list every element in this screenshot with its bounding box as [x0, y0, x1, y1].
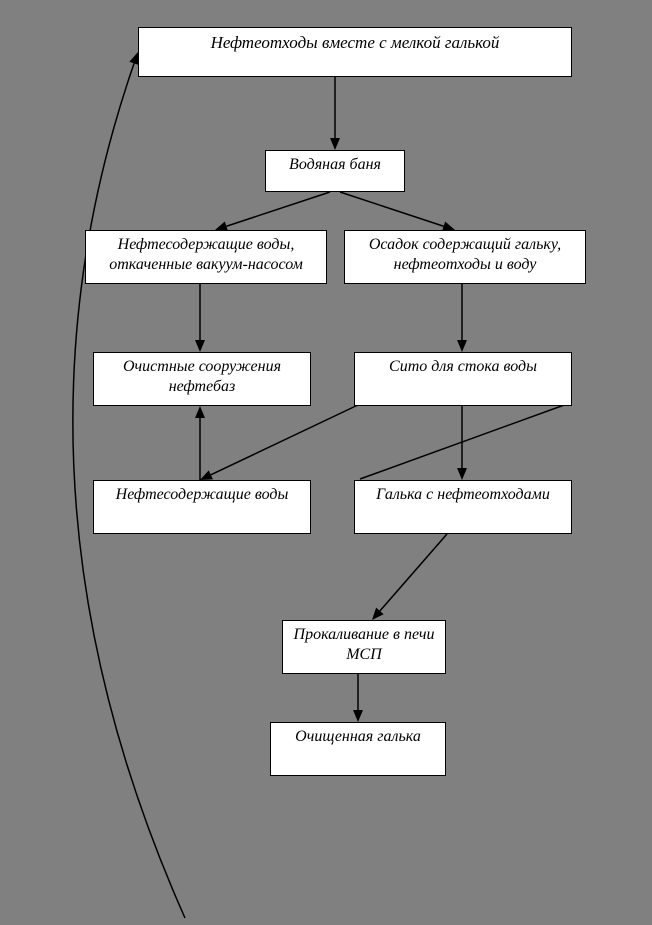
- node-label: Осадок содержащий гальку, нефтеотходы и …: [369, 236, 561, 273]
- node-label: Прокаливание в печи МСП: [294, 626, 435, 663]
- node-n7: Нефтесодержащие воды: [93, 480, 311, 534]
- node-label: Сито для стока воды: [389, 358, 537, 375]
- node-n3: Нефтесодержащие воды, откаченные вакуум-…: [85, 230, 327, 284]
- node-label: Водяная баня: [289, 156, 381, 173]
- node-label: Очистные сооружения нефтебаз: [123, 358, 281, 395]
- diagram-canvas: Нефтеотходы вместе с мелкой галькой Водян…: [0, 0, 652, 925]
- node-n9: Прокаливание в печи МСП: [282, 620, 446, 674]
- node-label: Нефтеотходы вместе с мелкой галькой: [211, 33, 500, 52]
- node-n10: Очищенная галька: [270, 722, 446, 776]
- node-n4: Осадок содержащий гальку, нефтеотходы и …: [344, 230, 586, 284]
- node-n2: Водяная баня: [265, 150, 405, 192]
- node-label: Галька с нефтеотходами: [376, 486, 550, 503]
- node-n6: Сито для стока воды: [354, 352, 572, 406]
- edge: [226, 192, 330, 226]
- node-n5: Очистные сооружения нефтебаз: [93, 352, 311, 406]
- edge: [360, 404, 567, 479]
- node-n8: Галька с нефтеотходами: [354, 480, 572, 534]
- node-label: Нефтесодержащие воды, откаченные вакуум-…: [109, 236, 303, 273]
- edge: [380, 534, 447, 611]
- edge: [211, 404, 360, 475]
- node-n1: Нефтеотходы вместе с мелкой галькой: [138, 27, 572, 77]
- node-label: Нефтесодержащие воды: [116, 486, 289, 503]
- edge-layer: [0, 0, 652, 925]
- edge: [340, 192, 444, 226]
- node-label: Очищенная галька: [295, 728, 421, 745]
